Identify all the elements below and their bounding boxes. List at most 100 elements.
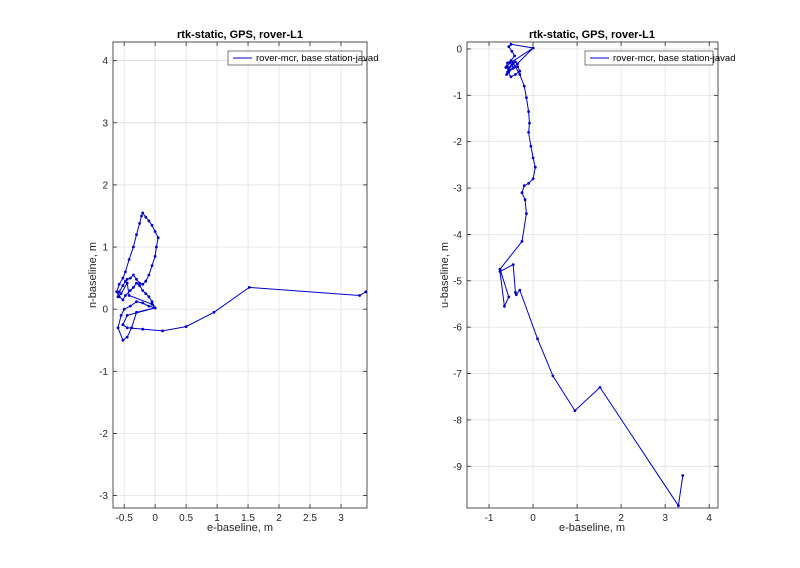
data-point (138, 284, 142, 287)
data-point (511, 67, 515, 70)
y-ticks: -9 -8 -7 -6 -5 -4 -3 -2 -1 0 (453, 44, 718, 473)
chart-title: rtk-static, GPS, rover-L1 (529, 29, 655, 41)
data-point (520, 191, 524, 195)
data-point (150, 300, 154, 304)
y-tick-label: 0 (456, 44, 462, 55)
data-point (135, 277, 138, 281)
data-point (125, 335, 129, 339)
y-tick-label: -1 (99, 367, 108, 378)
data-point (135, 281, 138, 285)
data-point (153, 306, 157, 310)
data-point (531, 46, 535, 50)
data-point (161, 329, 165, 333)
data-point (121, 323, 125, 327)
x-tick-label: 2.5 (303, 513, 317, 524)
data-point (507, 68, 511, 72)
data-point (509, 42, 513, 46)
data-point (531, 156, 535, 160)
data-point (147, 295, 151, 299)
right-axes: -1 0 1 2 3 4 -9 -8 -7 -6 -5 -4 -3 -2 -1 0 rtk-static, … (439, 29, 736, 534)
data-point (119, 292, 123, 295)
data-point (124, 270, 127, 274)
series-markers (115, 211, 368, 342)
data-point (135, 300, 138, 304)
grid (467, 42, 718, 508)
y-tick-label: 0 (102, 305, 108, 316)
data-point (132, 245, 135, 249)
data-point (156, 236, 160, 240)
data-point (141, 289, 145, 292)
x-tick-label: 1 (214, 513, 220, 524)
data-point (681, 474, 685, 477)
y-tick-label: -7 (453, 369, 462, 380)
data-point (498, 270, 502, 273)
data-point (128, 289, 132, 292)
data-point (511, 61, 515, 65)
data-point (121, 284, 125, 287)
data-point (125, 314, 129, 317)
data-point (138, 222, 142, 225)
plot-area (113, 42, 367, 508)
data-point (141, 282, 145, 286)
y-tick-label: -8 (453, 415, 462, 426)
data-point (522, 84, 526, 88)
data-point (121, 276, 125, 280)
data-point (511, 263, 515, 266)
data-point (119, 314, 123, 317)
y-tick-label: 2 (102, 180, 108, 191)
data-point (516, 62, 519, 66)
legend: rover-mcr, base station-javad (584, 50, 736, 66)
data-point (514, 73, 517, 76)
data-point (505, 73, 508, 76)
data-point (527, 110, 530, 113)
plot-area (467, 42, 718, 508)
data-point (509, 59, 513, 62)
legend-entry: rover-mcr, base station-javad (256, 53, 379, 64)
y-tick-label: -5 (453, 276, 462, 287)
data-point (138, 281, 142, 285)
data-point (506, 61, 509, 65)
chart-title: rtk-static, GPS, rover-L1 (177, 29, 303, 41)
data-point (364, 290, 368, 294)
y-tick-label: -6 (453, 323, 462, 334)
x-tick-label: 0.5 (179, 513, 193, 524)
x-ticks: -1 0 1 2 3 4 (485, 42, 712, 524)
data-point (125, 326, 129, 330)
data-point (128, 276, 132, 280)
data-point (212, 310, 216, 314)
data-point (117, 290, 121, 294)
data-point (124, 279, 127, 283)
data-point (598, 386, 602, 389)
data-point (573, 409, 577, 412)
data-point (516, 65, 519, 68)
data-point (523, 198, 527, 202)
data-point (507, 45, 511, 48)
data-point (150, 264, 154, 268)
data-point (115, 290, 119, 294)
legend-box (227, 50, 363, 66)
data-point (150, 302, 154, 306)
data-point (124, 294, 127, 297)
data-point (510, 49, 514, 53)
data-point (128, 304, 132, 308)
data-point (508, 61, 512, 65)
y-tick-label: -1 (453, 91, 462, 102)
data-point (525, 96, 528, 99)
data-point (533, 165, 537, 169)
y-tick-label: 3 (102, 118, 108, 129)
data-point (125, 281, 129, 285)
x-tick-label: 0 (152, 513, 158, 524)
x-tick-label: 2 (618, 513, 624, 524)
data-point (518, 288, 522, 292)
data-point (155, 245, 158, 249)
data-point (525, 212, 528, 216)
y-tick-label: 1 (102, 243, 108, 254)
x-tick-label: 3 (662, 513, 668, 524)
x-axis-label: e-baseline, m (559, 522, 625, 534)
data-point (536, 337, 539, 341)
series-markers (498, 42, 685, 508)
y-ticks: -3 -2 -1 0 1 2 3 4 (99, 56, 367, 502)
data-point (551, 374, 555, 378)
data-point (144, 279, 148, 283)
